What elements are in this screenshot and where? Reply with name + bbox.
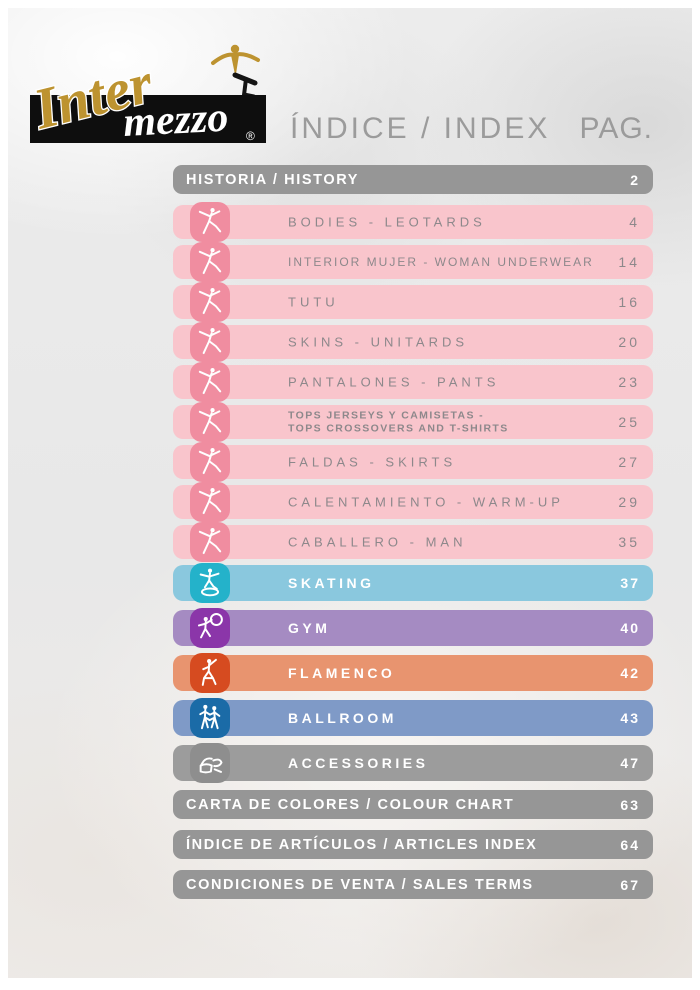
row-page-number: 16 (618, 294, 640, 310)
ballet-dancer-icon (190, 202, 230, 242)
row-label: SKINS - UNITARDS (288, 334, 469, 350)
row-label: CABALLERO - MAN (288, 534, 467, 550)
row-label: HISTORIA / HISTORY (186, 171, 360, 188)
ballroom-icon (190, 698, 230, 738)
index-row-tops[interactable]: TOPS JERSEYS Y CAMISETAS - TOPS CROSSOVER… (173, 402, 653, 442)
row-label: FLAMENCO (288, 665, 396, 681)
brand-word-mezzo: mezzo (122, 95, 229, 146)
row-label: ÍNDICE DE ARTÍCULOS / ARTICLES INDEX (186, 836, 538, 853)
ballet-dancer-icon (190, 442, 230, 482)
row-page-number: 42 (620, 665, 640, 681)
flamenco-icon (190, 653, 230, 693)
row-page-number: 64 (620, 836, 640, 853)
index-row-gym[interactable]: GYM 40 (173, 608, 653, 648)
ballet-dancer-icon (190, 282, 230, 322)
index-row-calentamiento[interactable]: CALENTAMIENTO - WARM-UP 29 (173, 482, 653, 522)
row-page-number: 63 (620, 796, 640, 813)
ballet-dancer-icon (190, 482, 230, 522)
row-label: CONDICIONES DE VENTA / SALES TERMS (186, 876, 534, 893)
index-row-tutu[interactable]: TUTU 16 (173, 282, 653, 322)
row-label: PANTALONES - PANTS (288, 374, 500, 390)
row-label: SKATING (288, 575, 375, 591)
row-page-number: 2 (630, 171, 640, 188)
row-page-number: 20 (618, 334, 640, 350)
registered-mark: ® (246, 129, 255, 143)
gymnastics-icon (190, 608, 230, 648)
row-page-number: 40 (620, 620, 640, 636)
intermezzo-logo: Inter mezzo ® (25, 44, 266, 146)
index-row-ballroom[interactable]: BALLROOM 43 (173, 698, 653, 738)
row-label: CARTA DE COLORES / COLOUR CHART (186, 796, 515, 813)
index-row-pantalones[interactable]: PANTALONES - PANTS 23 (173, 362, 653, 402)
index-row-accessories[interactable]: ACCESSORIES 47 (173, 743, 653, 783)
row-label: INTERIOR MUJER - WOMAN UNDERWEAR (288, 255, 594, 269)
row-page-number: 27 (618, 454, 640, 470)
ballet-dancer-icon (190, 402, 230, 442)
ballet-dancer-icon (190, 522, 230, 562)
dancer-logo-icon (211, 44, 260, 98)
row-label: BALLROOM (288, 710, 397, 726)
index-row-caballero-man[interactable]: CABALLERO - MAN 35 (173, 522, 653, 562)
index-row-historia[interactable]: HISTORIA / HISTORY 2 (173, 165, 653, 194)
ballet-dancer-icon (190, 322, 230, 362)
index-rows: HISTORIA / HISTORY 2 BODIES - LEOTARDS 4 I… (173, 165, 653, 910)
skating-icon (190, 563, 230, 603)
index-row-indice-articulos[interactable]: ÍNDICE DE ARTÍCULOS / ARTICLES INDEX 64 (173, 830, 653, 859)
row-page-number: 43 (620, 710, 640, 726)
ballet-dancer-icon (190, 242, 230, 282)
row-label: TOPS JERSEYS Y CAMISETAS - TOPS CROSSOVER… (288, 409, 509, 435)
row-page-number: 37 (620, 575, 640, 591)
row-page-number: 35 (618, 534, 640, 550)
index-row-skins-unitards[interactable]: SKINS - UNITARDS 20 (173, 322, 653, 362)
row-label: TUTU (288, 294, 339, 310)
index-row-carta-colores[interactable]: CARTA DE COLORES / COLOUR CHART 63 (173, 790, 653, 819)
row-page-number: 14 (618, 254, 640, 270)
row-label: ACCESSORIES (288, 755, 429, 771)
page-title: ÍNDICE / INDEX (290, 112, 551, 145)
catalog-page: Inter mezzo ® ÍNDICE / INDEX PAG. HISTOR… (8, 8, 692, 978)
row-page-number: 23 (618, 374, 640, 390)
ballet-dancer-icon (190, 362, 230, 402)
row-label: GYM (288, 620, 331, 636)
index-header: ÍNDICE / INDEX PAG. (173, 106, 653, 148)
row-page-number: 67 (620, 876, 640, 893)
row-label: FALDAS - SKIRTS (288, 454, 457, 470)
row-page-number: 4 (629, 214, 640, 230)
row-page-number: 47 (620, 755, 640, 771)
logo-box (30, 95, 266, 143)
accessories-icon (190, 743, 230, 783)
index-row-flamenco[interactable]: FLAMENCO 42 (173, 653, 653, 693)
row-label: BODIES - LEOTARDS (288, 214, 486, 230)
index-row-skating[interactable]: SKATING 37 (173, 563, 653, 603)
index-row-condiciones[interactable]: CONDICIONES DE VENTA / SALES TERMS 67 (173, 870, 653, 899)
index-row-interior-mujer[interactable]: INTERIOR MUJER - WOMAN UNDERWEAR 14 (173, 242, 653, 282)
index-row-bodies-leotards[interactable]: BODIES - LEOTARDS 4 (173, 202, 653, 242)
row-label: CALENTAMIENTO - WARM-UP (288, 494, 564, 510)
row-page-number: 29 (618, 494, 640, 510)
row-page-number: 25 (618, 414, 640, 430)
index-row-faldas-skirts[interactable]: FALDAS - SKIRTS 27 (173, 442, 653, 482)
page-column-label: PAG. (579, 112, 653, 145)
